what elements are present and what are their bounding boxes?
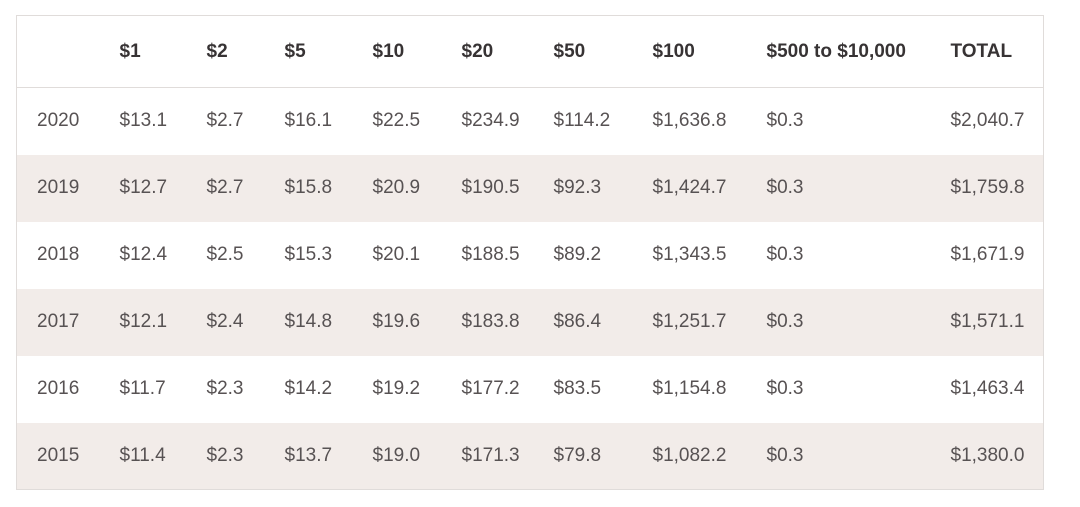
year-cell: 2019	[37, 177, 80, 198]
value-cell: $15.8	[284, 177, 333, 198]
value-cell: $1,636.8	[652, 110, 727, 132]
value-cell: $14.2	[284, 378, 333, 399]
value-cell: $0.3	[766, 177, 804, 198]
value-cell: $114.2	[553, 110, 611, 132]
header-cell-10-dollar: $10	[352, 15, 442, 88]
value-cell: $83.5	[553, 378, 602, 399]
value-cell: $0.3	[766, 444, 804, 466]
value-cell: $234.9	[461, 110, 520, 132]
value-cell: $92.3	[553, 177, 602, 198]
value-cell: $11.4	[119, 444, 166, 466]
header-cell-100-dollar: $100	[632, 15, 747, 88]
value-cell: $19.6	[372, 311, 421, 332]
value-cell: $20.9	[372, 177, 421, 198]
value-cell: $2.5	[206, 244, 244, 265]
total-cell: $1,463.4	[950, 378, 1025, 399]
total-cell: $2,040.7	[950, 110, 1025, 132]
year-cell: 2018	[37, 244, 80, 265]
value-cell: $2.4	[206, 311, 244, 332]
value-cell: $11.7	[119, 378, 166, 399]
value-cell: $1,251.7	[652, 311, 727, 332]
value-cell: $0.3	[766, 244, 804, 265]
table-row-2015: 2015 $11.4 $2.3 $13.7 $19.0 $171.3 $79.8…	[16, 422, 1044, 490]
header-cell-50-dollar: $50	[533, 15, 633, 88]
value-cell: $12.1	[119, 311, 168, 332]
value-cell: $19.0	[372, 444, 421, 466]
value-cell: $2.7	[206, 177, 244, 198]
value-cell: $1,154.8	[652, 378, 727, 399]
value-cell: $0.3	[766, 311, 804, 332]
value-cell: $19.2	[372, 378, 421, 399]
value-cell: $183.8	[461, 311, 520, 332]
total-cell: $1,380.0	[950, 444, 1025, 466]
table-row-2018: 2018 $12.4 $2.5 $15.3 $20.1 $188.5 $89.2…	[17, 222, 1044, 289]
header-cell-2-dollar: $2	[186, 15, 265, 88]
value-cell: $89.2	[553, 244, 602, 265]
header-cell-1-dollar: $1	[99, 15, 187, 88]
year-cell: 2020	[37, 110, 80, 132]
header-cell-500-to-10000: $500 to $10,000	[746, 15, 931, 88]
table-container: $1 $2 $5 $10 $20 $50 $100 $500 to $10,00…	[16, 15, 1044, 490]
header-row: $1 $2 $5 $10 $20 $50 $100 $500 to $10,00…	[16, 15, 1044, 88]
header-cell-year	[16, 15, 100, 88]
value-cell: $177.2	[461, 378, 520, 399]
year-cell: 2015	[37, 444, 80, 466]
value-cell: $190.5	[461, 177, 520, 198]
value-cell: $0.3	[766, 110, 804, 132]
value-cell: $12.4	[119, 244, 168, 265]
header-cell-20-dollar: $20	[441, 15, 534, 88]
value-cell: $15.3	[284, 244, 333, 265]
value-cell: $14.8	[284, 311, 333, 332]
value-cell: $86.4	[553, 311, 602, 332]
value-cell: $12.7	[119, 177, 168, 198]
table-row-2020: 2020 $13.1 $2.7 $16.1 $22.5 $234.9 $114.…	[17, 88, 1044, 155]
table-row-2016: 2016 $11.7 $2.3 $14.2 $19.2 $177.2 $83.5…	[17, 356, 1044, 423]
value-cell: $2.3	[206, 444, 244, 466]
value-cell: $79.8	[553, 444, 602, 466]
value-cell: $0.3	[766, 378, 804, 399]
value-cell: $22.5	[372, 110, 421, 132]
value-cell: $171.3	[461, 444, 520, 466]
year-cell: 2017	[37, 311, 80, 332]
value-cell: $2.7	[206, 110, 244, 132]
currency-denomination-table: $1 $2 $5 $10 $20 $50 $100 $500 to $10,00…	[16, 15, 1044, 490]
value-cell: $1,082.2	[652, 444, 727, 466]
value-cell: $20.1	[372, 244, 421, 265]
header-cell-5-dollar: $5	[264, 15, 353, 88]
total-cell: $1,571.1	[950, 311, 1025, 332]
value-cell: $13.1	[119, 110, 168, 132]
total-cell: $1,759.8	[950, 177, 1025, 198]
year-cell: 2016	[37, 378, 80, 399]
value-cell: $2.3	[206, 378, 244, 399]
value-cell: $16.1	[284, 110, 333, 132]
header-cell-total: TOTAL	[930, 15, 1044, 88]
table-row-2019: 2019 $12.7 $2.7 $15.8 $20.9 $190.5 $92.3…	[16, 154, 1044, 222]
value-cell: $13.7	[284, 444, 333, 466]
total-cell: $1,671.9	[950, 244, 1025, 265]
table-row-2017: 2017 $12.1 $2.4 $14.8 $19.6 $183.8 $86.4…	[16, 288, 1044, 356]
value-cell: $188.5	[461, 244, 520, 265]
value-cell: $1,343.5	[652, 244, 727, 265]
value-cell: $1,424.7	[652, 177, 727, 198]
